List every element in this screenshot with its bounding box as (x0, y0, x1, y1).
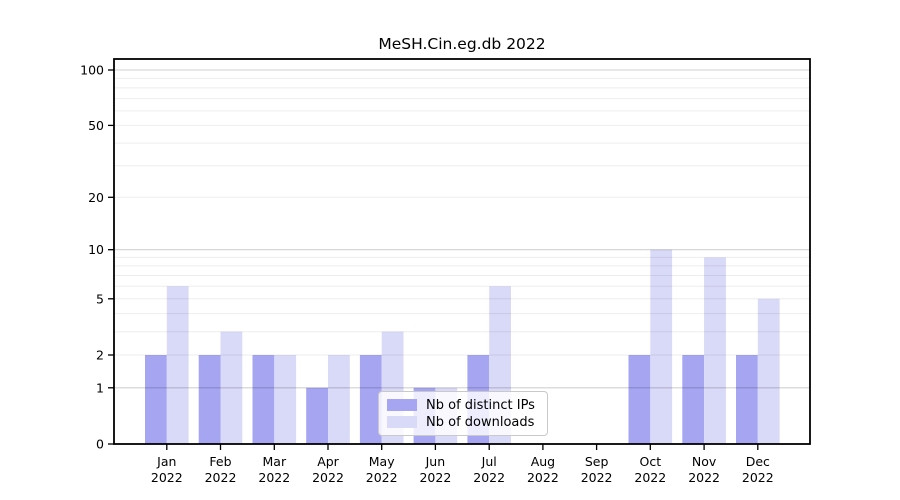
bar-ips-jan (145, 355, 167, 444)
bar-ips-feb (198, 355, 221, 444)
x-tick-label-year: 2022 (634, 470, 666, 485)
y-tick-label: 20 (88, 190, 104, 205)
y-tick-label: 10 (88, 242, 104, 257)
bar-ips-nov (682, 355, 705, 444)
x-tick-label-month: Sep (585, 454, 609, 469)
x-tick-label-month: Aug (531, 454, 555, 469)
x-tick-label-year: 2022 (258, 470, 290, 485)
x-tick-label-month: Jul (481, 454, 497, 469)
x-tick-label-month: Feb (209, 454, 231, 469)
bar-downloads-apr (328, 355, 350, 444)
legend-label-distinct-ips: Nb of distinct IPs (426, 397, 535, 413)
x-tick-label-year: 2022 (742, 470, 774, 485)
y-tick-label: 1 (96, 380, 104, 395)
bar-downloads-oct (650, 249, 673, 444)
x-tick-label-month: Jun (425, 454, 446, 469)
bar-downloads-nov (704, 257, 726, 444)
chart-title: MeSH.Cin.eg.db 2022 (378, 35, 546, 53)
plot-border (113, 58, 811, 445)
bar-ips-apr (306, 387, 328, 444)
y-tick-label: 5 (96, 291, 104, 306)
bar-downloads-feb (220, 331, 243, 444)
bar-ips-may (359, 355, 382, 444)
bar-downloads-mar (274, 355, 297, 444)
legend-row-downloads: Nb of downloads (387, 416, 539, 429)
x-tick-label-year: 2022 (527, 470, 559, 485)
x-tick-label-year: 2022 (581, 470, 613, 485)
legend-swatch-downloads (387, 416, 417, 428)
x-tick-label-year: 2022 (419, 470, 451, 485)
x-tick-label-year: 2022 (312, 470, 344, 485)
y-tick-label: 0 (96, 437, 104, 452)
legend-label-downloads: Nb of downloads (426, 414, 535, 430)
x-tick-label-year: 2022 (366, 470, 398, 485)
legend-swatch-distinct-ips (387, 399, 417, 411)
y-tick-label: 100 (80, 63, 104, 78)
x-tick-label-month: Dec (746, 454, 770, 469)
bar-ips-mar (252, 355, 275, 444)
x-tick-label-month: Nov (692, 454, 717, 469)
x-tick-label-year: 2022 (205, 470, 237, 485)
x-tick-label-month: Mar (263, 454, 287, 469)
bar-ips-dec (736, 355, 758, 444)
x-tick-label-year: 2022 (688, 470, 720, 485)
x-tick-label-month: Jan (156, 454, 176, 469)
x-tick-label-year: 2022 (473, 470, 505, 485)
legend: Nb of distinct IPs Nb of downloads (378, 391, 548, 436)
x-tick-label-month: May (369, 454, 395, 469)
x-tick-label-year: 2022 (151, 470, 183, 485)
x-tick-label-month: Oct (639, 454, 661, 469)
x-tick-label-month: Apr (317, 454, 339, 469)
bar-downloads-jan (166, 286, 189, 444)
legend-row-distinct-ips: Nb of distinct IPs (387, 399, 539, 412)
y-tick-label: 50 (88, 118, 104, 133)
y-tick-label: 2 (96, 348, 104, 363)
bar-ips-oct (628, 355, 651, 444)
bar-downloads-dec (757, 298, 780, 444)
